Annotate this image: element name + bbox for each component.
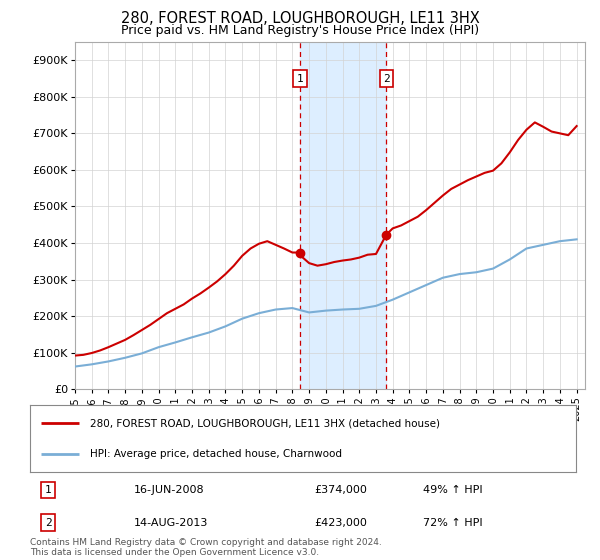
- Text: 280, FOREST ROAD, LOUGHBOROUGH, LE11 3HX (detached house): 280, FOREST ROAD, LOUGHBOROUGH, LE11 3HX…: [90, 418, 440, 428]
- Text: 72% ↑ HPI: 72% ↑ HPI: [423, 517, 483, 528]
- Text: £423,000: £423,000: [314, 517, 367, 528]
- Text: 49% ↑ HPI: 49% ↑ HPI: [423, 485, 483, 495]
- Text: 2: 2: [383, 73, 390, 83]
- Text: £374,000: £374,000: [314, 485, 367, 495]
- Text: 1: 1: [44, 485, 52, 495]
- Text: HPI: Average price, detached house, Charnwood: HPI: Average price, detached house, Char…: [90, 449, 342, 459]
- Text: 1: 1: [296, 73, 303, 83]
- Text: Price paid vs. HM Land Registry's House Price Index (HPI): Price paid vs. HM Land Registry's House …: [121, 24, 479, 36]
- Text: 2: 2: [44, 517, 52, 528]
- Text: 16-JUN-2008: 16-JUN-2008: [134, 485, 205, 495]
- Bar: [300, 42, 386, 389]
- Text: 280, FOREST ROAD, LOUGHBOROUGH, LE11 3HX: 280, FOREST ROAD, LOUGHBOROUGH, LE11 3HX: [121, 11, 479, 26]
- Text: Contains HM Land Registry data © Crown copyright and database right 2024.
This d: Contains HM Land Registry data © Crown c…: [30, 538, 382, 557]
- Text: 14-AUG-2013: 14-AUG-2013: [134, 517, 208, 528]
